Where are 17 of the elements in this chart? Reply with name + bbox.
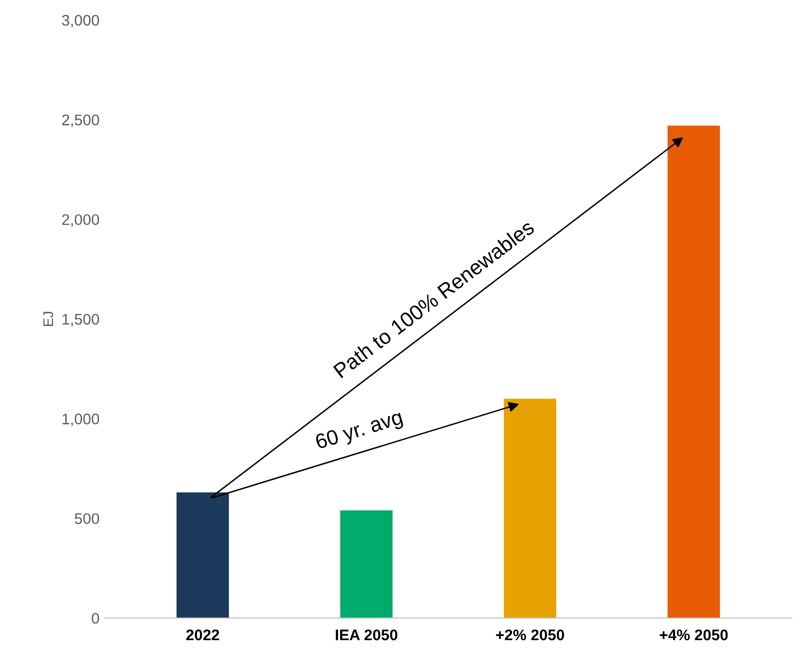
bar bbox=[340, 510, 393, 618]
y-tick-label: 1,000 bbox=[62, 414, 100, 426]
y-tick-label: 2,500 bbox=[62, 114, 100, 128]
y-tick-label: 2,000 bbox=[62, 214, 100, 227]
y-tick-label: 3,000 bbox=[62, 14, 100, 28]
y-tick-label: 1,500 bbox=[62, 314, 100, 326]
bar bbox=[668, 126, 720, 618]
annotation: 60 yr. avg bbox=[314, 409, 404, 454]
bar bbox=[504, 398, 556, 618]
x-tick-label: 2022 bbox=[186, 630, 220, 640]
x-tick-label: +2% 2050 bbox=[496, 630, 564, 640]
x-tick-label: IEA 2050 bbox=[336, 630, 398, 640]
bar bbox=[176, 492, 229, 618]
y-tick-label: 0 bbox=[92, 612, 100, 624]
x-tick-label: +4% 2050 bbox=[660, 630, 728, 640]
y-axis-title: EJ bbox=[43, 312, 54, 326]
y-tick-label: 500 bbox=[74, 513, 100, 524]
